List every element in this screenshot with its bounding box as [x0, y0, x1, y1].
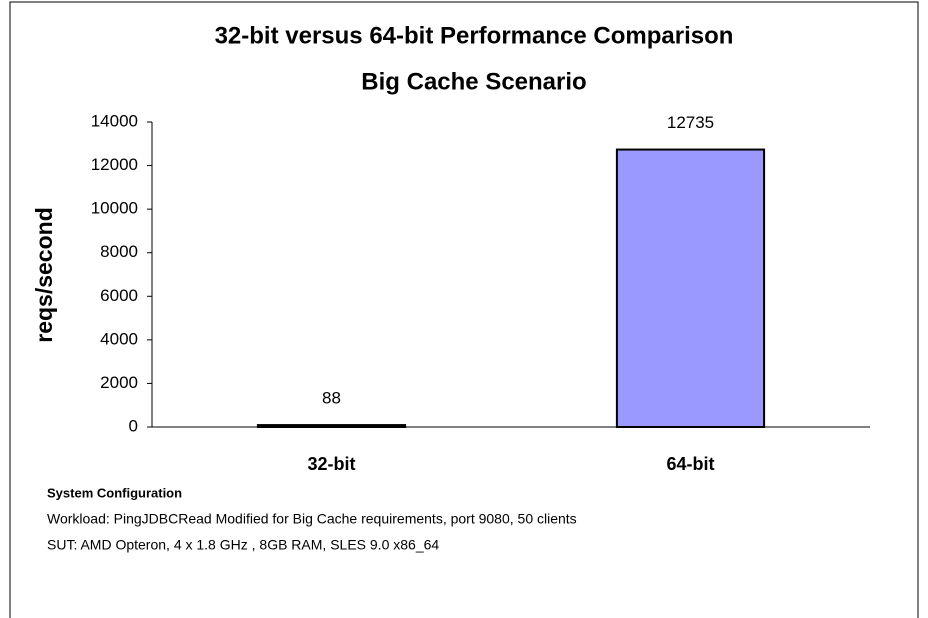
data-label: 12735	[667, 113, 714, 132]
y-axis-label: reqs/second	[31, 207, 57, 343]
bar	[615, 148, 766, 428]
y-tick-label: 2000	[100, 373, 138, 392]
chart-subtitle: Big Cache Scenario	[361, 68, 586, 95]
note: System Configuration	[47, 485, 182, 500]
chart-title: 32-bit versus 64-bit Performance Compari…	[215, 22, 734, 49]
note: Workload: PingJDBCRead Modified for Big …	[47, 511, 577, 527]
x-tick-label: 32-bit	[307, 454, 355, 474]
y-tick-label: 12000	[91, 155, 138, 174]
y-tick-label: 14000	[91, 111, 138, 130]
note: SUT: AMD Opteron, 4 x 1.8 GHz , 8GB RAM,…	[47, 537, 439, 553]
y-tick-label: 6000	[100, 286, 138, 305]
x-tick-label: 64-bit	[666, 454, 714, 474]
y-tick-label: 0	[129, 416, 138, 435]
y-tick-label: 8000	[100, 242, 138, 261]
y-tick-label: 4000	[100, 329, 138, 348]
y-tick-label: 10000	[91, 199, 138, 218]
frame	[9, 1, 919, 618]
data-label: 88	[322, 389, 341, 408]
